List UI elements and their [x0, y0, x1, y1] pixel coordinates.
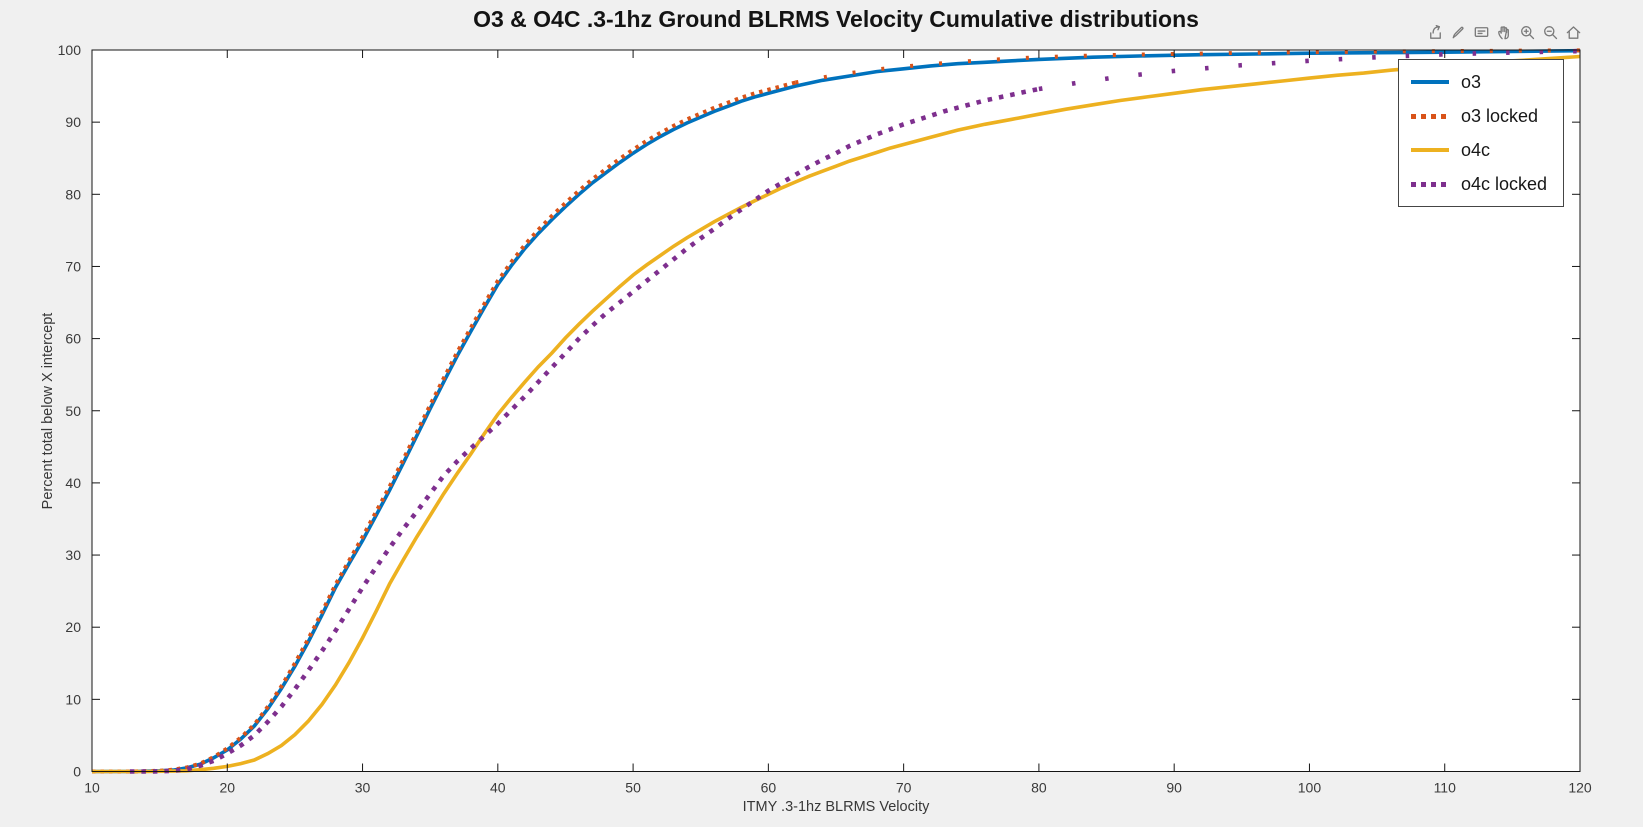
y-tick-label: 10 — [65, 691, 81, 707]
pan-button[interactable] — [1494, 22, 1514, 42]
y-tick-label: 100 — [58, 42, 82, 58]
legend-line-sample-o4c — [1411, 148, 1449, 152]
legend-item-o4c[interactable]: o4c — [1411, 133, 1563, 167]
x-tick-label: 10 — [84, 780, 100, 796]
legend-label-o4c: o4c — [1461, 139, 1491, 160]
y-tick-label: 60 — [65, 331, 81, 347]
legend-label-o4c-locked: o4c locked — [1461, 173, 1548, 194]
x-tick-label: 60 — [761, 780, 777, 796]
pan-icon — [1497, 25, 1509, 39]
y-axis-label: Percent total below X intercept — [40, 312, 56, 510]
x-tick-label: 90 — [1166, 780, 1182, 796]
datatips-button[interactable] — [1471, 22, 1491, 42]
y-tick-label: 50 — [65, 403, 81, 419]
x-tick-label: 50 — [625, 780, 641, 796]
legend[interactable]: o3 o3 locked o4c o4c locked — [1398, 59, 1564, 207]
brush-icon — [1452, 26, 1464, 38]
restore-view-button[interactable] — [1563, 22, 1583, 42]
series-o3-locked — [92, 80, 796, 774]
y-tick-label: 80 — [65, 186, 81, 202]
legend-item-o3-locked[interactable]: o3 locked — [1411, 99, 1563, 133]
y-tick-label: 40 — [65, 475, 81, 491]
legend-line-sample-o4c-locked — [1411, 181, 1449, 187]
zoom-in-button[interactable] — [1517, 22, 1537, 42]
zoom-in-icon — [1520, 25, 1534, 39]
series-o4c — [92, 54, 1581, 774]
legend-label-o3: o3 — [1461, 71, 1482, 92]
y-tick-label: 70 — [65, 258, 81, 274]
x-tick-label: 80 — [1031, 780, 1047, 796]
datatips-icon — [1474, 26, 1488, 37]
series-o4c-locked — [129, 86, 1040, 774]
legend-label-o3-locked: o3 locked — [1461, 105, 1539, 126]
axes-toolbar — [1425, 22, 1583, 42]
y-tick-label: 0 — [73, 764, 81, 780]
zoom-out-icon — [1543, 25, 1557, 39]
export-button[interactable] — [1425, 22, 1445, 42]
brush-button[interactable] — [1448, 22, 1468, 42]
x-tick-label: 70 — [896, 780, 912, 796]
y-tick-label: 90 — [65, 114, 81, 130]
zoom-out-button[interactable] — [1540, 22, 1560, 42]
x-tick-label: 30 — [355, 780, 371, 796]
plot-background — [92, 50, 1580, 772]
x-tick-label: 20 — [219, 780, 235, 796]
home-icon — [1566, 25, 1580, 39]
x-axis-label: ITMY .3-1hz BLRMS Velocity — [742, 799, 930, 815]
legend-item-o3[interactable]: o3 — [1411, 65, 1563, 99]
chart-title: O3 & O4C .3-1hz Ground BLRMS Velocity Cu… — [473, 6, 1199, 32]
x-tick-label: 40 — [490, 780, 506, 796]
export-icon — [1429, 24, 1441, 39]
x-tick-label: 120 — [1568, 780, 1592, 796]
y-tick-label: 20 — [65, 619, 81, 635]
y-tick-label: 30 — [65, 547, 81, 563]
x-tick-label: 110 — [1434, 780, 1457, 796]
legend-line-sample-o3-locked — [1411, 113, 1449, 119]
x-tick-label: 100 — [1298, 780, 1322, 796]
legend-item-o4c-locked[interactable]: o4c locked — [1411, 167, 1563, 201]
legend-line-sample-o3 — [1411, 80, 1449, 84]
